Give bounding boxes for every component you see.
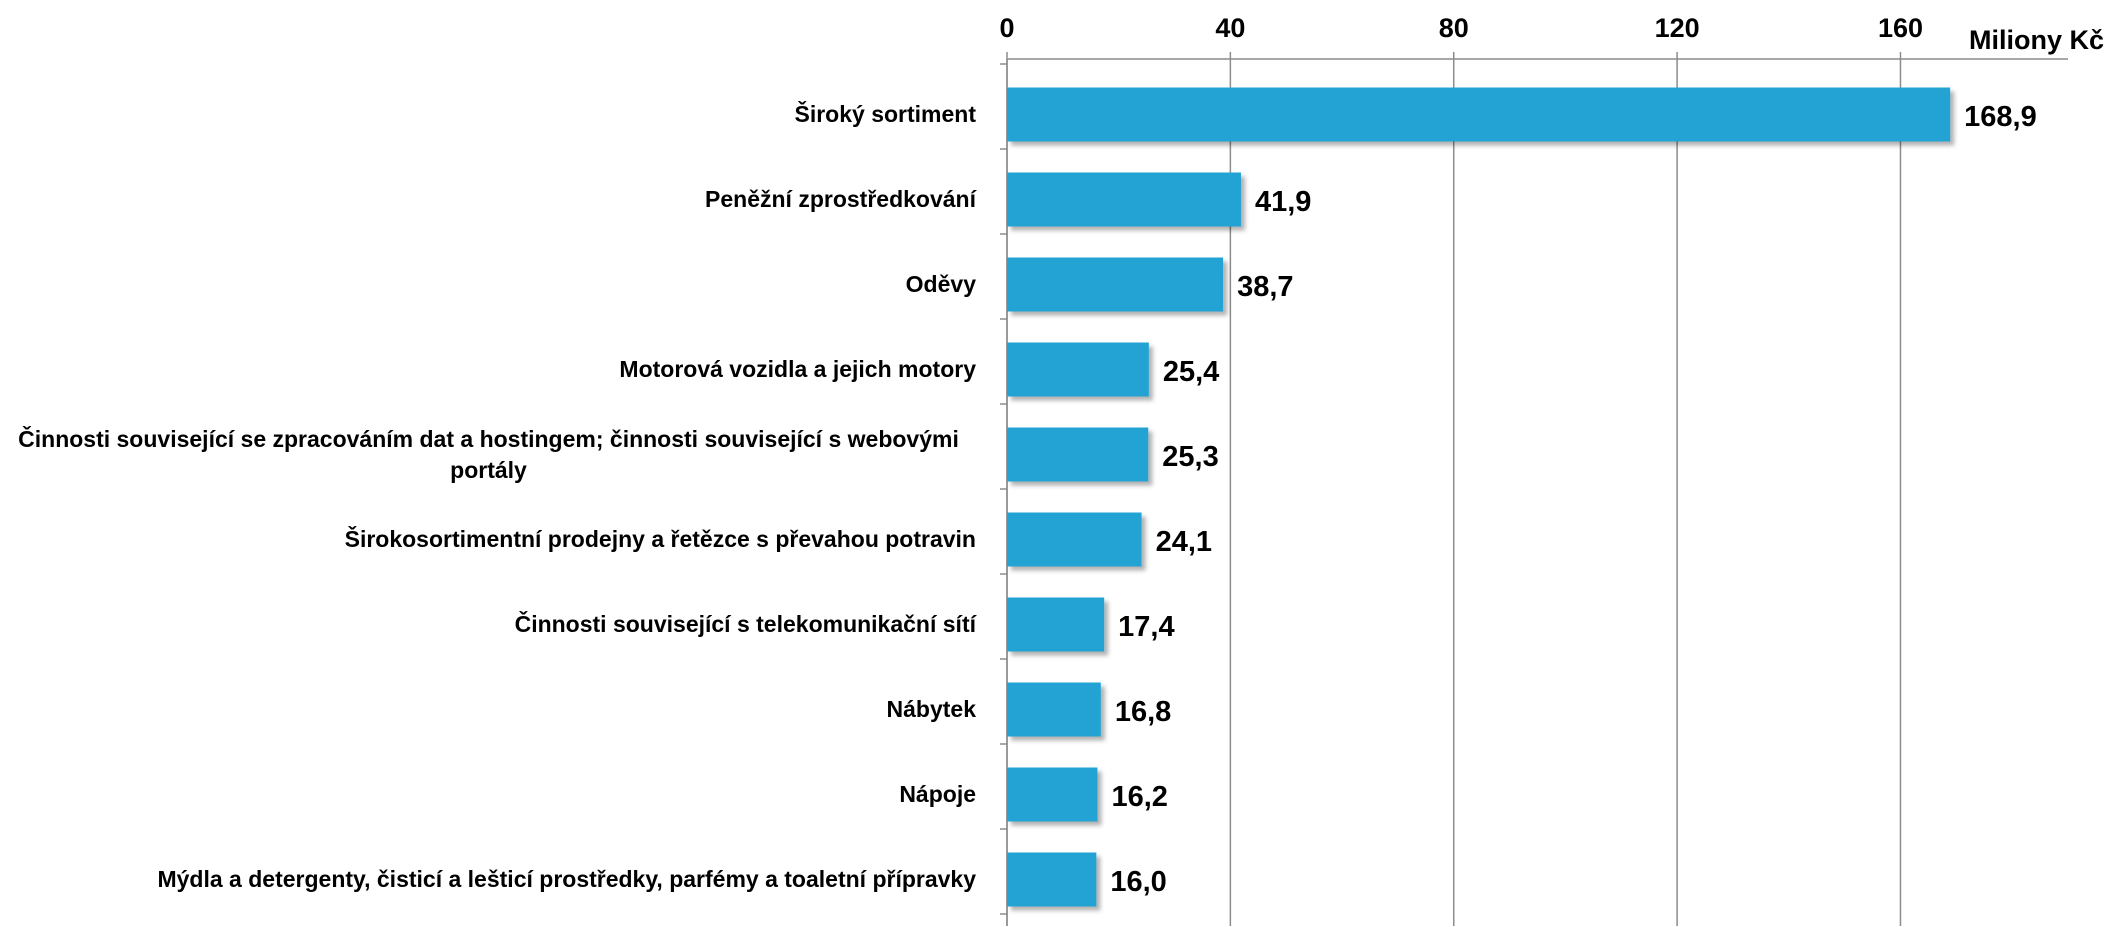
category-label-box: Širokosortimentní prodejny a řetězce s p… (1, 495, 976, 585)
bar (1007, 767, 1098, 822)
y-tick-label: Oděvy (905, 271, 976, 297)
bar (1007, 257, 1224, 312)
category-label-box: Mýdla a detergenty, čisticí a lešticí pr… (1, 835, 976, 925)
y-tick-label: Činnosti související s telekomunikační s… (514, 611, 976, 637)
x-tick-label: 80 (1439, 13, 1469, 43)
value-label: 24,1 (1156, 526, 1212, 558)
y-tick-label: Nápoje (899, 781, 976, 807)
bar (1007, 342, 1149, 397)
bar (1007, 852, 1097, 907)
value-label: 16,0 (1110, 866, 1166, 898)
bar (1007, 87, 1951, 142)
x-tick-label: 160 (1878, 13, 1923, 43)
y-tick-label: Motorová vozidla a jejich motory (619, 356, 976, 382)
bar (1007, 597, 1105, 652)
y-tick-label: Široký sortiment (794, 101, 977, 127)
value-label: 25,4 (1163, 356, 1219, 388)
x-tick-label: 120 (1655, 13, 1700, 43)
value-label: 16,2 (1111, 781, 1167, 813)
value-label: 25,3 (1162, 441, 1218, 473)
category-label-box: Činnosti související s telekomunikační s… (1, 580, 976, 670)
value-label: 168,9 (1964, 101, 2037, 133)
x-tick-label: 40 (1215, 13, 1245, 43)
category-label-box: Oděvy (1, 240, 976, 330)
category-label-box: Peněžní zprostředkování (1, 155, 976, 245)
category-label-box: Nábytek (1, 665, 976, 755)
bar (1007, 512, 1142, 567)
x-axis-title: Miliony Kč (1969, 25, 2104, 55)
y-tick-label: Peněžní zprostředkování (705, 186, 976, 212)
category-label-box: Nápoje (1, 750, 976, 840)
bar (1007, 427, 1149, 482)
bar (1007, 172, 1241, 227)
bar (1007, 682, 1101, 737)
y-tick-label: Nábytek (886, 696, 976, 722)
category-label-box: Činnosti související se zpracováním dat … (1, 410, 976, 500)
y-tick-label: Činnosti související se zpracováním dat … (18, 425, 959, 483)
value-label: 17,4 (1118, 611, 1174, 643)
y-tick-label: Širokosortimentní prodejny a řetězce s p… (344, 526, 976, 552)
value-label: 38,7 (1237, 271, 1293, 303)
value-label: 41,9 (1255, 186, 1311, 218)
value-label: 16,8 (1115, 696, 1171, 728)
category-label-box: Motorová vozidla a jejich motory (1, 325, 976, 415)
category-label-box: Široký sortiment (1, 70, 977, 160)
x-tick-label: 0 (999, 13, 1014, 43)
y-tick-label: Mýdla a detergenty, čisticí a lešticí pr… (157, 866, 976, 892)
